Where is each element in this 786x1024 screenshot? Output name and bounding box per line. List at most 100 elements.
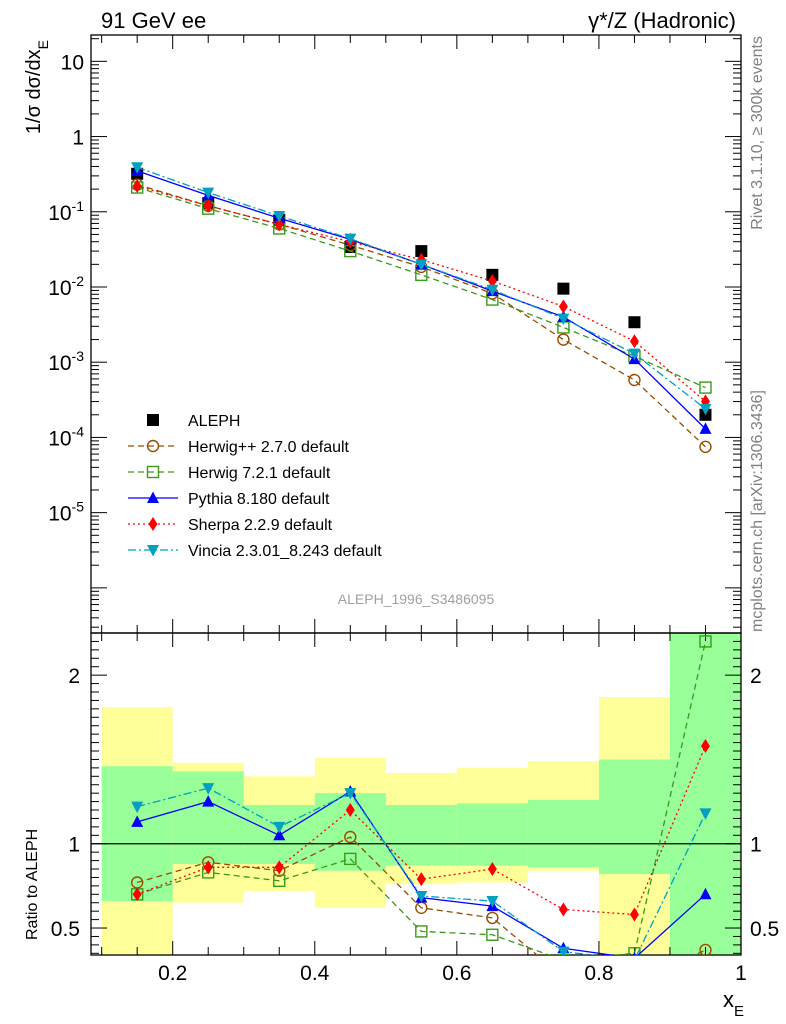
ratio-data-point	[628, 955, 640, 967]
legend-entry-sherpa-2-2-9-default: Sherpa 2.2.9 default	[128, 517, 333, 534]
ratio-data-point	[273, 874, 286, 888]
main-data-point	[203, 198, 213, 213]
main-y-tick-label: 1	[72, 127, 84, 150]
header-left-title: 91 GeV ee	[101, 8, 206, 33]
main-data-point	[486, 284, 499, 297]
legend-marker	[146, 465, 160, 479]
main-panel-series	[130, 162, 712, 454]
legend-marker	[147, 491, 159, 503]
main-data-point	[415, 259, 428, 271]
ratio-uncertainty-bands	[101, 633, 741, 955]
ratio-data-point	[202, 783, 215, 795]
mcplots-citation-label: mcplots.cern.ch [arXiv:1306.3436]	[749, 390, 766, 632]
ratio-data-point	[202, 795, 215, 807]
main-series-line	[136, 186, 706, 389]
main-y-tick-label: 10-3	[48, 348, 84, 375]
legend: ALEPH Herwig++ 2.7.0 default Herwig 7.2.1 …	[128, 413, 382, 560]
ratio-data-point	[344, 788, 357, 800]
x-tick-label: 1	[735, 962, 747, 985]
legend-label: Herwig 7.2.1 default	[188, 465, 331, 482]
ratio-y-tick-label-right: 2	[750, 665, 762, 688]
main-y-tick-label: 10	[61, 51, 84, 74]
ratio-data-point	[345, 803, 355, 818]
main-data-point	[557, 282, 570, 295]
legend-label: Sherpa 2.2.9 default	[188, 517, 333, 534]
main-y-axis-label: 1/σ dσ/dxE	[23, 40, 51, 134]
ratio-y-tick-label: 1	[68, 834, 80, 857]
ratio-panel-series	[130, 635, 712, 967]
main-data-point	[699, 440, 712, 454]
main-y-tick-label: 10-2	[48, 273, 84, 300]
rivet-version-label: Rivet 3.1.10, ≥ 300k events	[749, 36, 766, 230]
ratio-data-point	[558, 902, 568, 917]
legend-label: Herwig++ 2.7.0 default	[188, 439, 350, 456]
main-data-point	[273, 210, 286, 223]
ratio-data-point	[344, 852, 357, 866]
main-data-point	[699, 381, 712, 394]
main-data-point	[557, 313, 570, 326]
legend-label: Pythia 8.180 default	[188, 491, 330, 508]
ratio-data-point	[629, 907, 639, 922]
main-data-point	[344, 233, 357, 246]
main-y-tick-label: 10-5	[48, 499, 84, 526]
main-data-point	[557, 333, 570, 346]
main-series-line	[136, 170, 706, 430]
ratio-data-point	[486, 928, 499, 941]
ratio-y-tick-label: 2	[68, 665, 80, 688]
ratio-data-point	[273, 828, 286, 841]
ratio-data-point	[344, 830, 357, 844]
legend-entry-aleph: ALEPH	[147, 413, 240, 430]
ratio-data-point	[487, 862, 497, 877]
main-data-point	[415, 245, 428, 258]
ratio-series-line	[136, 836, 706, 955]
ratio-band-inner	[101, 766, 173, 902]
ratio-y-tick-label-right: 1	[750, 834, 762, 857]
plot-frames	[90, 34, 742, 956]
ratio-panel-frame	[90, 632, 742, 956]
ratio-data-point	[273, 821, 286, 834]
legend-marker	[146, 439, 160, 453]
ratio-y-tick-label: 0.5	[51, 918, 80, 941]
ratio-data-point	[700, 738, 710, 753]
legend-entry-vincia-2-3-01-8-243-default: Vincia 2.3.01_8.243 default	[128, 543, 382, 560]
ratio-data-point	[699, 808, 712, 820]
ratio-y-tick-label-right: 0.5	[750, 918, 779, 941]
x-tick-label: 0.2	[158, 962, 187, 985]
main-series-herwig-7-2-1-default	[130, 181, 712, 394]
main-data-point	[628, 316, 641, 329]
ratio-series-vincia-2-3-01-8-243-default	[131, 783, 712, 967]
header-right-title: γ*/Z (Hadronic)	[588, 8, 736, 33]
main-y-tick-label: 10-1	[48, 198, 84, 225]
ratio-series-line	[136, 641, 707, 955]
main-data-point	[487, 274, 497, 289]
legend-marker	[147, 545, 159, 557]
ratio-band-inner	[598, 759, 670, 875]
legend-marker	[147, 414, 159, 426]
legend-label: ALEPH	[188, 413, 240, 430]
ratio-series-sherpa-2-2-9-default	[132, 738, 710, 922]
main-series-herwig-2-7-0-default	[130, 178, 712, 454]
main-series-line	[137, 185, 706, 403]
ratio-y-axis-label: Ratio to ALEPH	[24, 829, 41, 940]
legend-entry-herwig-7-2-1-default: Herwig 7.2.1 default	[128, 465, 331, 482]
main-data-point	[699, 422, 712, 434]
x-tick-label: 0.8	[584, 962, 613, 985]
main-data-point	[629, 334, 639, 349]
ratio-data-point	[699, 943, 712, 955]
x-axis-label: xE	[723, 987, 744, 1020]
ratio-band-inner	[385, 804, 457, 866]
main-series-aleph	[131, 167, 712, 421]
main-data-point	[132, 179, 142, 194]
ratio-data-point	[274, 860, 284, 875]
ratio-data-point	[415, 890, 428, 903]
ratio-data-point	[131, 815, 144, 827]
ratio-data-point	[132, 887, 142, 902]
legend-entry-pythia-8-180-default: Pythia 8.180 default	[128, 491, 330, 508]
main-data-point	[274, 217, 284, 232]
main-series-vincia-2-3-01-8-243-default	[131, 162, 712, 416]
ratio-data-point	[632, 951, 637, 955]
legend-marker	[148, 517, 158, 531]
ratio-data-point	[486, 896, 499, 908]
ratio-data-point	[557, 953, 570, 955]
